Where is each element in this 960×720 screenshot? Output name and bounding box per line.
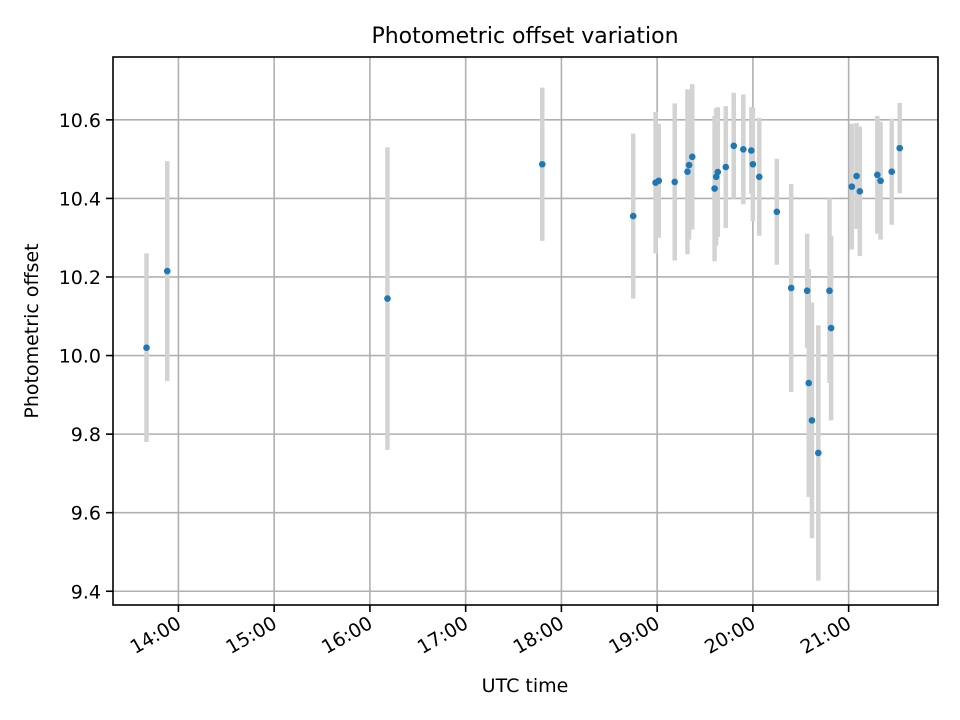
y-tick-label: 9.6 [71, 503, 101, 525]
data-point [877, 177, 884, 185]
data-point [629, 212, 637, 220]
data-point [143, 344, 150, 351]
data-point [803, 287, 811, 295]
data-point [722, 163, 730, 171]
data-point [730, 142, 738, 150]
data-point [163, 267, 171, 275]
data-point [740, 146, 747, 153]
data-point [755, 173, 763, 181]
chart-title: Photometric offset variation [371, 24, 678, 49]
data-point [826, 287, 833, 295]
data-points [143, 142, 904, 457]
data-point [714, 168, 722, 176]
data-point [848, 183, 856, 190]
data-point [685, 161, 693, 169]
y-tick-label: 10.0 [59, 346, 101, 368]
plot-frame [112, 56, 939, 606]
data-point [538, 160, 546, 168]
data-point [747, 147, 755, 154]
y-tick-label: 10.2 [59, 267, 101, 289]
data-point [749, 160, 757, 168]
data-point [815, 449, 822, 457]
data-point [711, 185, 718, 192]
data-point [787, 284, 795, 292]
data-point [684, 168, 691, 176]
data-point [671, 178, 679, 186]
data-point [655, 177, 663, 185]
data-point [688, 153, 696, 161]
y-axis-label: Photometric offset [21, 243, 43, 418]
y-tick-label: 10.4 [59, 188, 101, 210]
data-point [853, 172, 860, 180]
data-point [384, 295, 391, 302]
data-point [773, 208, 781, 216]
y-tick-label: 10.6 [59, 110, 101, 132]
y-axis-ticks: 9.4 9.6 9.8 10.0 10.2 10.4 10.6 [59, 110, 113, 603]
data-point [856, 188, 864, 195]
data-point [805, 379, 813, 387]
data-point [896, 144, 904, 152]
x-axis-label: UTC time [482, 675, 569, 697]
y-tick-label: 9.8 [71, 424, 101, 446]
data-point [827, 324, 835, 332]
data-point [888, 168, 896, 176]
data-point [808, 417, 816, 424]
y-tick-label: 9.4 [71, 581, 101, 603]
data-point [874, 171, 881, 179]
